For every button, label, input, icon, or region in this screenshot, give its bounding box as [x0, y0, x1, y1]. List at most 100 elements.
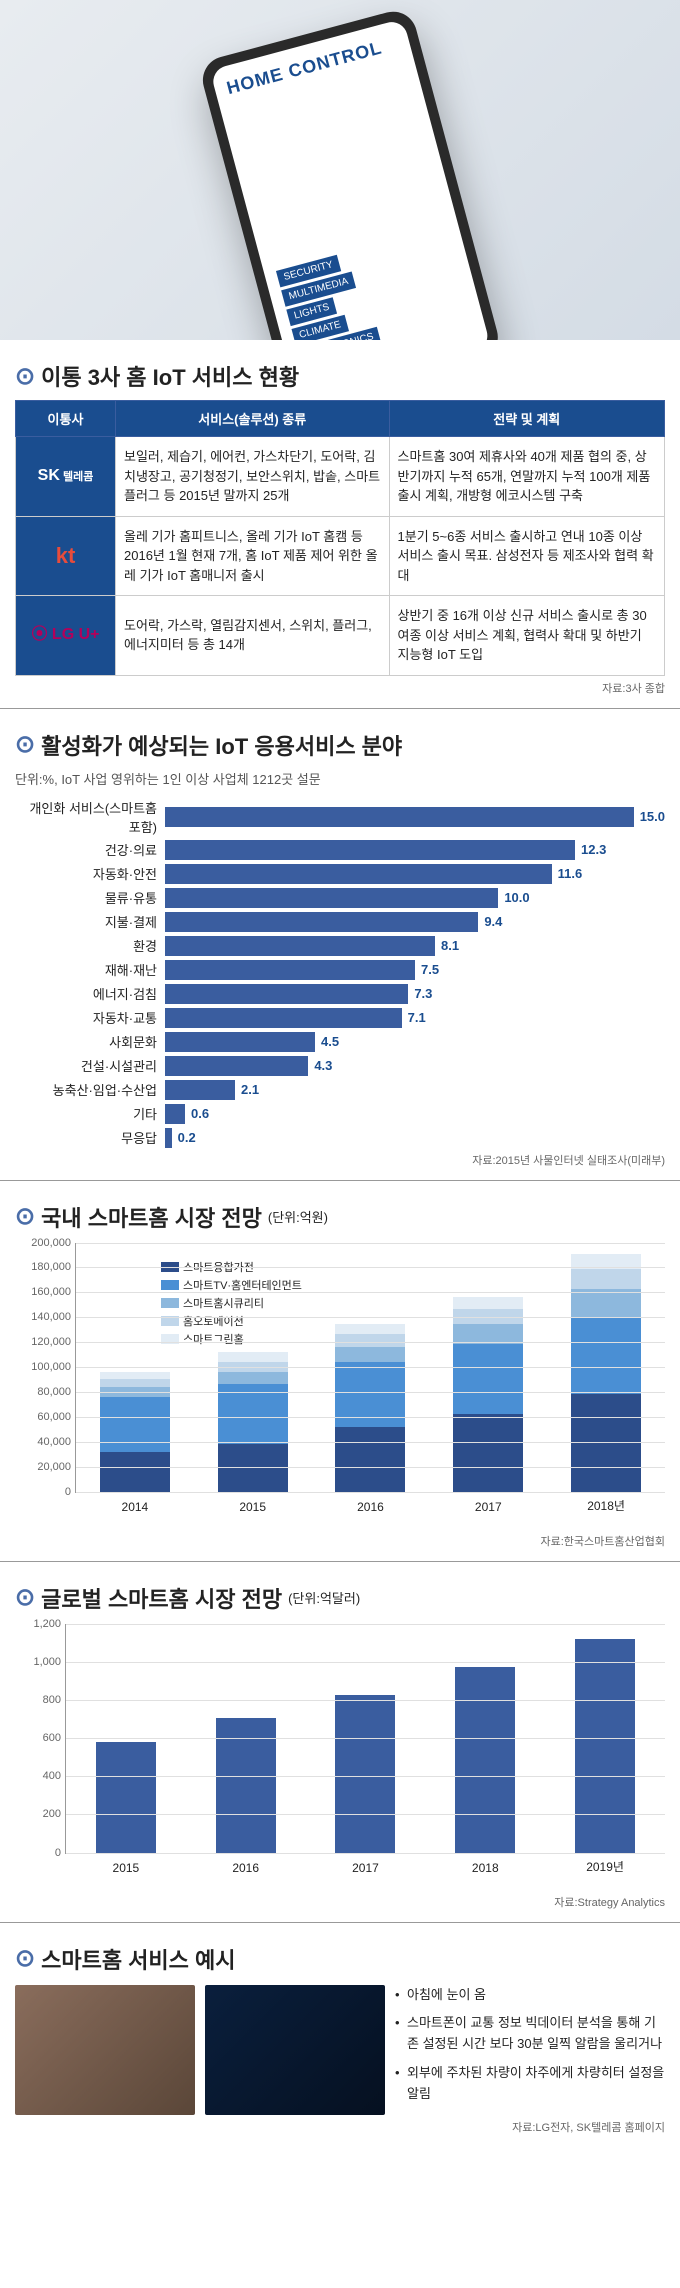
y-axis-tick: 40,000	[21, 1436, 71, 1448]
hbar-bar	[165, 1032, 315, 1052]
bar-segment	[218, 1352, 288, 1362]
global-source: 자료:Strategy Analytics	[15, 1894, 665, 1910]
bar-segment	[335, 1324, 405, 1334]
domestic-smarthome-chart: 스마트융합가전스마트TV·홈엔터테인먼트스마트홈시큐리티홈오토메이션스마트그린홈…	[15, 1243, 665, 1523]
hbar-value: 7.5	[421, 962, 439, 977]
y-axis-tick: 0	[21, 1847, 61, 1859]
bar-segment	[218, 1384, 288, 1444]
y-axis-tick: 140,000	[21, 1311, 71, 1323]
hbar-value: 15.0	[640, 809, 665, 824]
hbar-label: 무응답	[15, 1128, 165, 1147]
hbar-bar	[165, 936, 435, 956]
hbar-value: 7.1	[408, 1010, 426, 1025]
hbar-row: 물류·유통10.0	[15, 888, 665, 908]
hbar-label: 사회문화	[15, 1032, 165, 1051]
table-header: 전략 및 계획	[389, 401, 664, 437]
plan-cell: 상반기 중 16개 이상 신규 서비스 출시로 총 30여종 이상 서비스 계획…	[389, 596, 664, 676]
bar: 2019년	[575, 1639, 635, 1853]
service-cell: 도어락, 가스락, 열림감지센서, 스위치, 플러그, 에너지미터 등 총 14…	[116, 596, 390, 676]
hbar-bar	[165, 1080, 235, 1100]
hbar-row: 농축산·임업·수산업2.1	[15, 1080, 665, 1100]
table-row: ⦿ LG U+도어락, 가스락, 열림감지센서, 스위치, 플러그, 에너지미터…	[16, 596, 665, 676]
y-axis-tick: 1,000	[21, 1656, 61, 1668]
hbar-label: 개인화 서비스(스마트홈 포함)	[15, 798, 165, 836]
iot-service-table: 이통사서비스(솔루션) 종류전략 및 계획 SK 텔레콤보일러, 제습기, 에어…	[15, 400, 665, 676]
plan-cell: 스마트홈 30여 제휴사와 40개 제품 협의 중, 상반기까지 누적 65개,…	[389, 437, 664, 517]
hbar-label: 건설·시설관리	[15, 1056, 165, 1075]
y-axis-tick: 0	[21, 1486, 71, 1498]
example-image-2	[205, 1985, 385, 2115]
example-bullet: 스마트폰이 교통 정보 빅데이터 분석을 통해 기존 설정된 시간 보다 30분…	[395, 2013, 665, 2055]
table-header: 이통사	[16, 401, 116, 437]
hbar-row: 건설·시설관리4.3	[15, 1056, 665, 1076]
bar-segment	[335, 1347, 405, 1362]
hbar-value: 4.5	[321, 1034, 339, 1049]
y-axis-tick: 1,200	[21, 1618, 61, 1630]
hbar-value: 10.0	[504, 890, 529, 905]
service-cell: 올레 기가 홈피트니스, 올레 기가 IoT 홈캠 등 2016년 1월 현재 …	[116, 516, 390, 596]
hbar-label: 건강·의료	[15, 840, 165, 859]
global-smarthome-chart: 20152016201720182019년 02004006008001,000…	[15, 1624, 665, 1884]
y-axis-tick: 600	[21, 1732, 61, 1744]
y-axis-tick: 180,000	[21, 1261, 71, 1273]
y-axis-tick: 100,000	[21, 1361, 71, 1373]
x-axis-label: 2017	[352, 1861, 379, 1875]
y-axis-tick: 400	[21, 1770, 61, 1782]
hbar-value: 11.6	[558, 866, 583, 881]
hbar-value: 12.3	[581, 842, 606, 857]
hbar-bar	[165, 1008, 402, 1028]
hbar-value: 0.6	[191, 1106, 209, 1121]
hbar-value: 8.1	[441, 938, 459, 953]
y-axis-tick: 800	[21, 1694, 61, 1706]
x-axis-label: 2017	[453, 1500, 523, 1514]
hbar-row: 자동화·안전 11.6	[15, 864, 665, 884]
table-row: kt올레 기가 홈피트니스, 올레 기가 IoT 홈캠 등 2016년 1월 현…	[16, 516, 665, 596]
stacked-bar: 2017	[453, 1297, 523, 1492]
hbar-label: 기타	[15, 1104, 165, 1123]
section-title-iot-table: 이통 3사 홈 IoT 서비스 현황	[15, 360, 665, 392]
bar-segment	[100, 1452, 170, 1492]
section-title-hbar: 활성화가 예상되는 IoT 응용서비스 분야	[15, 729, 665, 761]
y-axis-tick: 60,000	[21, 1411, 71, 1423]
y-axis-tick: 200	[21, 1808, 61, 1820]
bar-segment	[100, 1372, 170, 1380]
bar: 2015	[96, 1742, 156, 1852]
hbar-row: 건강·의료 12.3	[15, 840, 665, 860]
phone-mockup: HOME CONTROL SECURITYMULTIMEDIALIGHTSCLI…	[198, 6, 504, 340]
hbar-row: 무응답 0.2	[15, 1128, 665, 1148]
carrier-logo-cell: SK 텔레콤	[16, 437, 116, 517]
table-source: 자료:3사 종합	[15, 680, 665, 696]
carrier-logo-cell: kt	[16, 516, 116, 596]
x-axis-label: 2016	[335, 1500, 405, 1514]
bar-segment	[453, 1344, 523, 1414]
table-row: SK 텔레콤보일러, 제습기, 에어컨, 가스차단기, 도어락, 김치냉장고, …	[16, 437, 665, 517]
bar-segment	[335, 1427, 405, 1492]
x-axis-label: 2018	[472, 1861, 499, 1875]
hbar-bar	[165, 960, 415, 980]
hbar-bar	[165, 984, 408, 1004]
bar-segment	[218, 1372, 288, 1385]
hbar-subtitle: 단위:%, IoT 사업 영위하는 1인 이상 사업체 1212곳 설문	[15, 769, 665, 788]
hero-image: HOME CONTROL SECURITYMULTIMEDIALIGHTSCLI…	[0, 0, 680, 340]
example-bullet: 외부에 주차된 차량이 차주에게 차량히터 설정을 알림	[395, 2063, 665, 2105]
hbar-label: 지불·결제	[15, 912, 165, 931]
section-title-global: 글로벌 스마트홈 시장 전망 (단위:억달러)	[15, 1582, 665, 1614]
hbar-value: 9.4	[484, 914, 502, 929]
hbar-label: 자동차·교통	[15, 1008, 165, 1027]
example-image-1	[15, 1985, 195, 2115]
hbar-row: 지불·결제 9.4	[15, 912, 665, 932]
iot-services-bar-chart: 개인화 서비스(스마트홈 포함) 15.0 건강·의료 12.3 자동화·안전 11.6 물…	[15, 798, 665, 1148]
example-bullet: 아침에 눈이 옴	[395, 1985, 665, 2006]
bar-segment	[335, 1334, 405, 1347]
hbar-value: 2.1	[241, 1082, 259, 1097]
bar-segment	[100, 1397, 170, 1452]
hbar-label: 자동화·안전	[15, 864, 165, 883]
hbar-value: 7.3	[414, 986, 432, 1001]
bar: 2018	[455, 1667, 515, 1853]
hbar-value: 0.2	[178, 1130, 196, 1145]
y-axis-tick: 80,000	[21, 1386, 71, 1398]
hbar-bar	[165, 840, 575, 860]
hbar-row: 개인화 서비스(스마트홈 포함) 15.0	[15, 798, 665, 836]
section-title-example: 스마트홈 서비스 예시	[15, 1943, 665, 1975]
example-bullet-list: 아침에 눈이 옴스마트폰이 교통 정보 빅데이터 분석을 통해 기존 설정된 시…	[395, 1985, 665, 2115]
